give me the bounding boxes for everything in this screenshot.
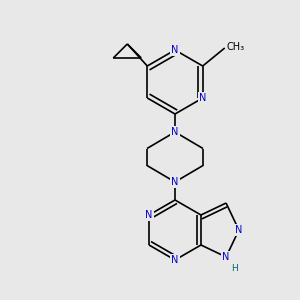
Text: CH₃: CH₃: [227, 42, 245, 52]
Text: H: H: [231, 265, 237, 274]
Text: N: N: [171, 45, 179, 55]
Text: N: N: [171, 127, 179, 137]
Text: N: N: [199, 93, 206, 103]
Text: N: N: [171, 177, 179, 187]
Text: N: N: [145, 210, 153, 220]
Text: N: N: [171, 255, 179, 265]
Text: N: N: [235, 225, 243, 235]
Text: N: N: [222, 252, 230, 262]
